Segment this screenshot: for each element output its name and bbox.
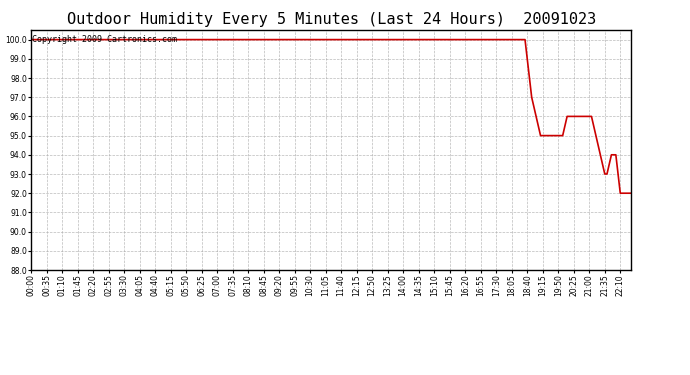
- Title: Outdoor Humidity Every 5 Minutes (Last 24 Hours)  20091023: Outdoor Humidity Every 5 Minutes (Last 2…: [66, 12, 596, 27]
- Text: Copyright 2009 Cartronics.com: Copyright 2009 Cartronics.com: [32, 35, 177, 44]
